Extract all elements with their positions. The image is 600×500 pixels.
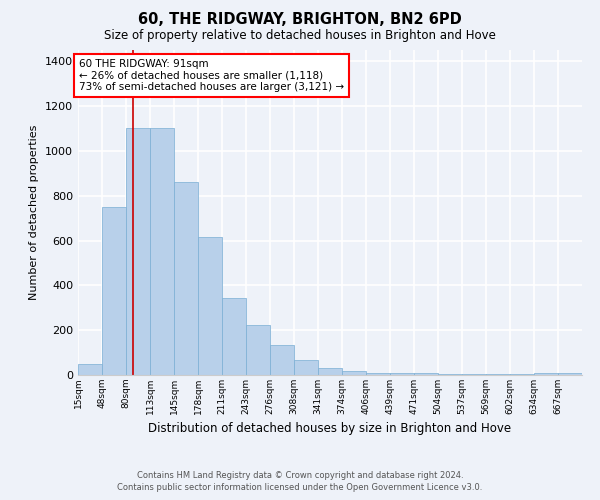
Bar: [318, 368, 342, 375]
Bar: [534, 373, 558, 375]
X-axis label: Distribution of detached houses by size in Brighton and Hove: Distribution of detached houses by size …: [148, 422, 512, 436]
Bar: [126, 128, 150, 375]
Text: 60, THE RIDGWAY, BRIGHTON, BN2 6PD: 60, THE RIDGWAY, BRIGHTON, BN2 6PD: [138, 12, 462, 28]
Bar: [198, 237, 222, 375]
Bar: [558, 373, 582, 375]
Bar: [246, 324, 270, 375]
Bar: [342, 370, 366, 375]
Y-axis label: Number of detached properties: Number of detached properties: [29, 125, 40, 300]
Bar: [462, 374, 486, 375]
Bar: [222, 298, 246, 375]
Bar: [174, 182, 198, 375]
Bar: [366, 373, 390, 375]
Bar: [414, 373, 438, 375]
Text: Contains HM Land Registry data © Crown copyright and database right 2024.
Contai: Contains HM Land Registry data © Crown c…: [118, 471, 482, 492]
Bar: [486, 374, 510, 375]
Bar: [390, 373, 414, 375]
Bar: [294, 360, 318, 375]
Bar: [78, 364, 102, 375]
Bar: [438, 374, 462, 375]
Bar: [102, 207, 126, 375]
Bar: [270, 344, 294, 375]
Bar: [510, 374, 534, 375]
Text: 60 THE RIDGWAY: 91sqm
← 26% of detached houses are smaller (1,118)
73% of semi-d: 60 THE RIDGWAY: 91sqm ← 26% of detached …: [79, 59, 344, 92]
Text: Size of property relative to detached houses in Brighton and Hove: Size of property relative to detached ho…: [104, 29, 496, 42]
Bar: [150, 128, 174, 375]
